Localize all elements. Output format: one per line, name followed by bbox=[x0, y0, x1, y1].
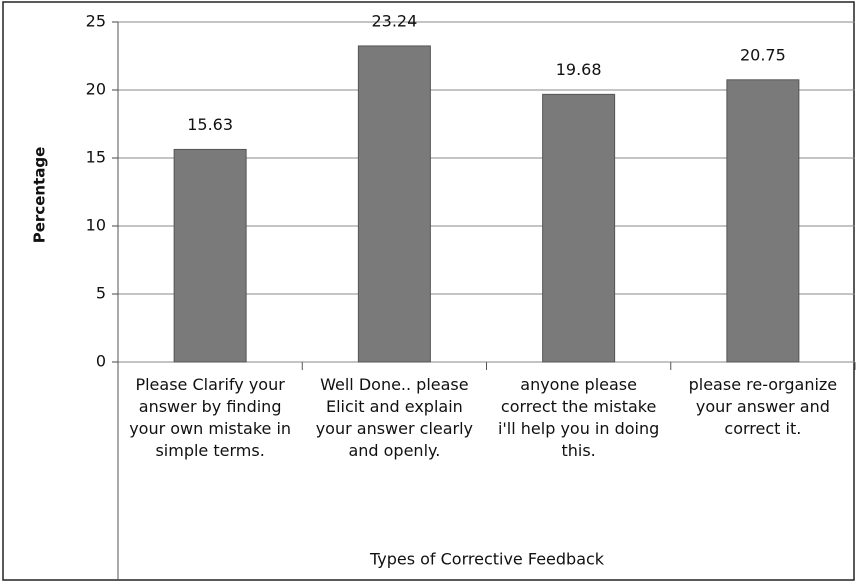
x-tick-label: Please Clarify your answer by finding yo… bbox=[129, 375, 292, 460]
y-tick-label: 0 bbox=[96, 352, 106, 371]
x-tick-label: please re-organize your answer and corre… bbox=[688, 375, 838, 438]
value-label: 20.75 bbox=[740, 45, 786, 64]
x-axis-label: Types of Corrective Feedback bbox=[369, 550, 605, 569]
bar bbox=[726, 79, 800, 363]
y-tick-label: 25 bbox=[86, 12, 106, 31]
bar bbox=[173, 148, 247, 363]
x-tick-label: anyone please correct the mistake i'll h… bbox=[497, 375, 660, 460]
value-label: 15.63 bbox=[187, 115, 233, 134]
y-axis-label: Percentage bbox=[31, 147, 49, 244]
value-label: 23.24 bbox=[371, 11, 417, 30]
x-tick-label: Well Done.. please Elicit and explain yo… bbox=[315, 375, 474, 460]
y-tick-label: 10 bbox=[86, 216, 106, 235]
y-tick-label: 5 bbox=[96, 284, 106, 303]
y-tick-label: 20 bbox=[86, 80, 106, 99]
y-tick-label: 15 bbox=[86, 148, 106, 167]
bar bbox=[357, 45, 431, 363]
value-label: 19.68 bbox=[556, 60, 602, 79]
bar bbox=[542, 93, 616, 363]
